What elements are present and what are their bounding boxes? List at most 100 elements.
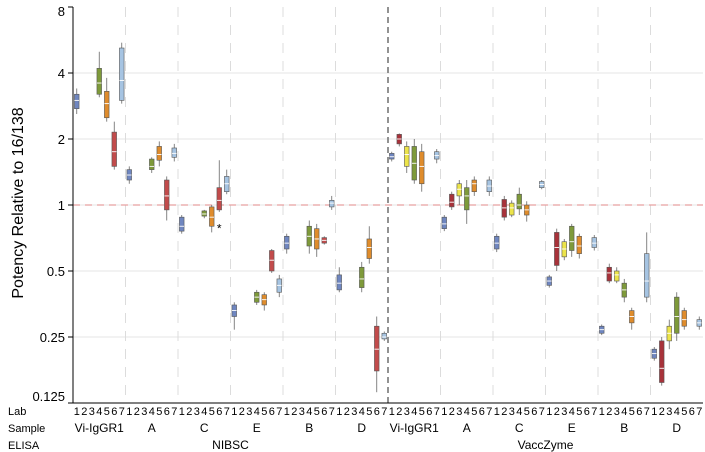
box-nibsc-e-lab7 (276, 274, 282, 298)
box-body (381, 332, 387, 340)
axes (72, 7, 703, 404)
box-vacczyme-d-lab7 (696, 316, 702, 330)
box-nibsc-d-lab7 (381, 331, 387, 341)
box-vacczyme-c-lab3 (509, 200, 515, 218)
lab-code-label: 5 (524, 406, 530, 418)
lab-code-label: 6 (321, 406, 327, 418)
box-body (674, 296, 680, 334)
box-body (209, 206, 215, 227)
box-nibsc-b-lab4 (306, 220, 312, 254)
box-body (359, 266, 365, 288)
lab-code-label: 6 (584, 406, 590, 418)
lab-code-label: 3 (89, 406, 95, 418)
sample-label: Vi-IgGR1 (390, 421, 439, 435)
box-vacczyme-e-lab4 (569, 223, 575, 257)
lab-code-label: 3 (299, 406, 305, 418)
lab-code-label: 5 (471, 406, 477, 418)
box-body (104, 91, 110, 119)
box-vacczyme-a-lab4 (464, 180, 470, 224)
box-vacczyme-b-lab4 (621, 278, 627, 303)
box-vacczyme-vi-iggr1-lab4 (411, 139, 417, 184)
lab-code-label: 1 (546, 406, 552, 418)
box-vacczyme-a-lab5 (471, 176, 477, 196)
box-body (179, 216, 185, 232)
row-label-lab: Lab (8, 406, 26, 418)
box-body (456, 183, 462, 197)
sample-label: D (357, 421, 366, 435)
sample-label: E (253, 421, 261, 435)
box-vacczyme-a-lab3 (456, 180, 462, 205)
box-vacczyme-c-lab2 (501, 195, 507, 221)
lab-code-label: 7 (644, 406, 650, 418)
lab-code-label: 5 (366, 406, 372, 418)
lab-code-label: 5 (576, 406, 582, 418)
lab-code-label: 5 (156, 406, 162, 418)
lab-code-label: 4 (464, 406, 470, 418)
lab-code-label: 3 (456, 406, 462, 418)
lab-code-label: 2 (554, 406, 560, 418)
lab-code-label: 1 (494, 406, 500, 418)
box-body (516, 193, 522, 210)
sample-label: B (305, 421, 313, 435)
lab-code-label: 2 (291, 406, 297, 418)
box-nibsc-b-lab5 (314, 223, 320, 257)
lab-code-label: 7 (381, 406, 387, 418)
lab-code-label: 5 (314, 406, 320, 418)
box-body (659, 340, 665, 383)
lab-code-label: 6 (479, 406, 485, 418)
y-tick-label: 0.125 (32, 389, 65, 404)
box-nibsc-a-lab5 (156, 141, 162, 167)
box-body (576, 235, 582, 254)
lab-code-label: 7 (119, 406, 125, 418)
lab-code-label: 3 (614, 406, 620, 418)
lab-code-label: 6 (426, 406, 432, 418)
box-nibsc-vi-iggr1-lab6 (111, 121, 117, 170)
lab-code-label: 1 (231, 406, 237, 418)
box-vacczyme-e-lab2 (554, 228, 560, 271)
elisa-label: NIBSC (212, 438, 249, 452)
box-nibsc-vi-iggr1-lab1 (74, 88, 80, 115)
lab-code-label: 2 (81, 406, 87, 418)
sample-label: C (515, 421, 524, 435)
box-body (149, 158, 155, 170)
box-nibsc-e-lab4 (254, 289, 260, 305)
box-nibsc-b-lab1 (284, 233, 290, 254)
box-body (171, 147, 177, 158)
box-vacczyme-d-lab3 (666, 319, 672, 350)
box-body (119, 47, 125, 101)
lab-code-label: 2 (134, 406, 140, 418)
box-nibsc-a-lab1 (126, 166, 132, 184)
box-body (164, 179, 170, 211)
lab-code-label: 6 (216, 406, 222, 418)
lab-code-label: 7 (591, 406, 597, 418)
lab-code-label: 7 (696, 406, 702, 418)
lab-code-label: 4 (359, 406, 365, 418)
box-nibsc-b-lab7 (329, 195, 335, 210)
box-vacczyme-d-lab1 (651, 347, 657, 361)
lab-code-label: 4 (516, 406, 522, 418)
box-nibsc-e-lab5 (261, 292, 267, 311)
box-vacczyme-e-lab5 (576, 233, 582, 259)
box-vacczyme-vi-iggr1-lab7 (434, 149, 440, 164)
box-body (96, 68, 102, 95)
box-nibsc-d-lab1 (336, 267, 342, 293)
y-axis-label: Potency Relative to 16/138 (10, 107, 27, 298)
lab-code-label: 1 (74, 406, 80, 418)
y-tick-label: 0.5 (47, 264, 65, 279)
box-vacczyme-b-lab3 (614, 267, 620, 284)
lab-code-label: 6 (636, 406, 642, 418)
lab-code-label: 2 (449, 406, 455, 418)
y-tick-labels: 0.125 0.25 0.5 1 2 4 8 (32, 4, 65, 404)
lab-code-label: 2 (239, 406, 245, 418)
box-nibsc-vi-iggr1-lab4 (96, 51, 102, 98)
box-body (614, 270, 620, 282)
lab-code-label: 2 (501, 406, 507, 418)
box-body (464, 187, 470, 211)
box-nibsc-c-lab4 (201, 209, 207, 219)
box-body (441, 216, 447, 229)
box-body (509, 202, 515, 216)
y-tick-label: 1 (58, 198, 65, 213)
box-body (374, 325, 380, 372)
